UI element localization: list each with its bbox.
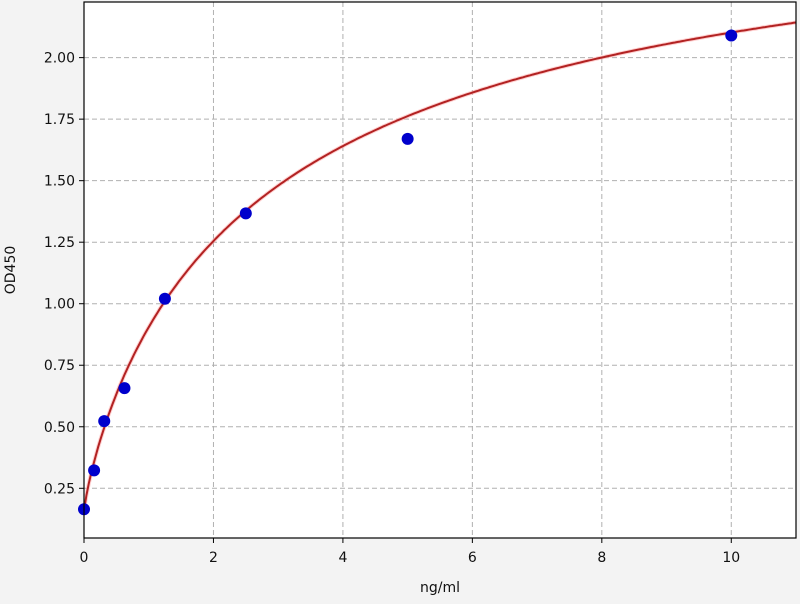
y-axis-label: OD450 — [3, 246, 19, 295]
fit-curve-line — [83, 21, 797, 511]
x-axis-ticks: 0 2 4 6 8 10 — [80, 538, 740, 566]
data-point — [98, 415, 111, 428]
x-tick-label: 2 — [209, 550, 218, 566]
data-point — [158, 292, 171, 305]
y-tick-label: 1.00 — [44, 297, 75, 313]
data-point — [88, 464, 101, 477]
plot-frame — [83, 1, 797, 539]
x-tick-label: 0 — [80, 550, 89, 566]
x-axis-label: ng/ml — [420, 580, 460, 596]
data-point — [401, 132, 414, 145]
x-tick-label: 8 — [597, 550, 606, 566]
y-axis-ticks: 0.25 0.50 0.75 1.00 1.25 1.50 1.75 2.00 — [44, 51, 84, 497]
y-tick-label: 1.75 — [44, 112, 75, 128]
y-tick-label: 0.25 — [44, 481, 75, 497]
data-point — [239, 207, 252, 220]
grid — [84, 2, 796, 538]
y-tick-label: 1.25 — [44, 235, 75, 251]
x-tick-label: 4 — [338, 550, 347, 566]
plot-area — [84, 2, 796, 538]
x-tick-label: 6 — [468, 550, 477, 566]
data-points — [78, 29, 738, 516]
data-point — [725, 29, 738, 42]
y-tick-label: 1.50 — [44, 174, 75, 190]
y-tick-label: 0.50 — [44, 420, 75, 436]
y-tick-label: 2.00 — [44, 51, 75, 67]
x-tick-label: 10 — [722, 550, 740, 566]
y-tick-label: 0.75 — [44, 358, 75, 374]
data-point — [118, 382, 131, 395]
fit-curve — [82, 20, 797, 511]
